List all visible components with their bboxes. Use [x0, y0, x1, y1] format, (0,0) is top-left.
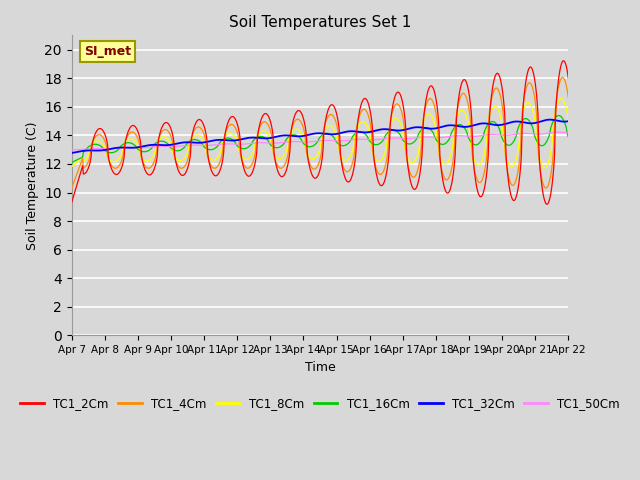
Y-axis label: Soil Temperature (C): Soil Temperature (C): [26, 121, 38, 250]
Title: Soil Temperatures Set 1: Soil Temperatures Set 1: [229, 15, 411, 30]
X-axis label: Time: Time: [305, 360, 335, 374]
Legend: TC1_2Cm, TC1_4Cm, TC1_8Cm, TC1_16Cm, TC1_32Cm, TC1_50Cm: TC1_2Cm, TC1_4Cm, TC1_8Cm, TC1_16Cm, TC1…: [15, 392, 625, 415]
Text: SI_met: SI_met: [84, 45, 131, 58]
